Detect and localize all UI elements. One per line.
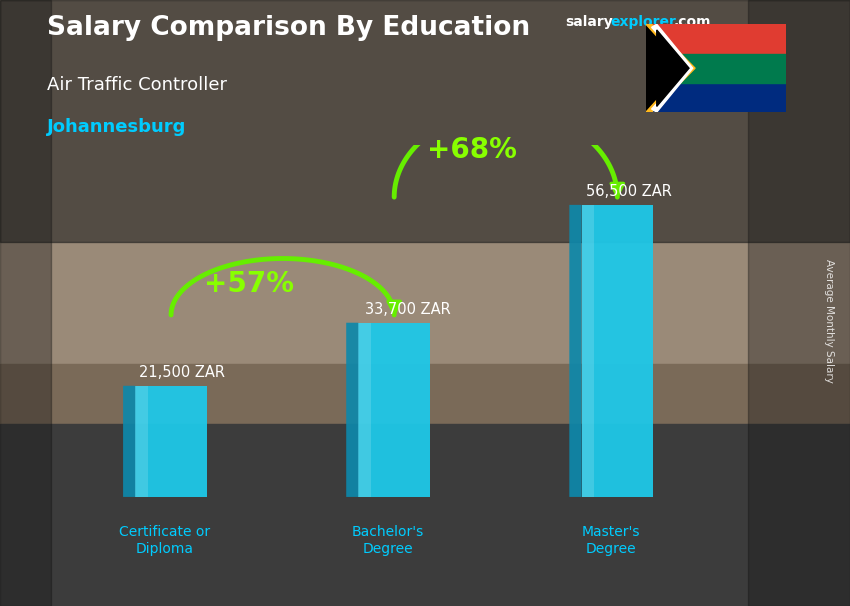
Text: Average Monthly Salary: Average Monthly Salary <box>824 259 834 383</box>
Polygon shape <box>581 205 653 497</box>
Polygon shape <box>135 386 148 497</box>
Text: 33,700 ZAR: 33,700 ZAR <box>365 302 450 316</box>
Text: .com: .com <box>674 15 711 29</box>
Polygon shape <box>123 386 135 497</box>
Text: 56,500 ZAR: 56,500 ZAR <box>586 184 672 199</box>
Bar <box>0 364 850 436</box>
Bar <box>646 82 786 112</box>
Bar <box>0 0 850 242</box>
Polygon shape <box>646 24 695 112</box>
Text: Master's
Degree: Master's Degree <box>582 525 640 556</box>
Polygon shape <box>346 323 359 497</box>
Text: Bachelor's
Degree: Bachelor's Degree <box>352 525 424 556</box>
Bar <box>0 0 51 606</box>
Polygon shape <box>135 386 207 497</box>
Text: Air Traffic Controller: Air Traffic Controller <box>47 76 227 94</box>
Polygon shape <box>359 323 371 497</box>
Text: +57%: +57% <box>204 270 294 298</box>
Bar <box>748 0 850 606</box>
Polygon shape <box>359 323 430 497</box>
Text: Johannesburg: Johannesburg <box>47 118 186 136</box>
Polygon shape <box>581 205 594 497</box>
Polygon shape <box>646 24 686 112</box>
Text: salary: salary <box>565 15 613 29</box>
Bar <box>646 24 786 54</box>
Text: Certificate or
Diploma: Certificate or Diploma <box>119 525 211 556</box>
Bar <box>646 54 786 82</box>
Text: explorer: explorer <box>610 15 676 29</box>
Polygon shape <box>657 30 689 107</box>
Polygon shape <box>652 24 693 112</box>
Text: Salary Comparison By Education: Salary Comparison By Education <box>47 15 530 41</box>
Bar <box>0 0 850 376</box>
Polygon shape <box>570 205 581 497</box>
Text: +68%: +68% <box>428 136 517 164</box>
Bar <box>0 424 850 606</box>
Text: 21,500 ZAR: 21,500 ZAR <box>139 365 225 379</box>
